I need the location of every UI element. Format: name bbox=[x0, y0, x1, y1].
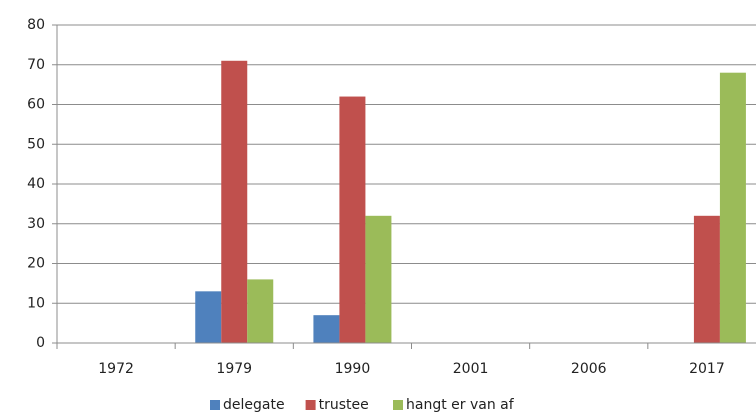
x-tick-label: 2001 bbox=[453, 361, 489, 377]
y-tick-label: 20 bbox=[27, 256, 45, 272]
y-tick-label: 10 bbox=[27, 295, 45, 311]
bar bbox=[719, 72, 746, 343]
y-tick-label: 70 bbox=[27, 57, 45, 73]
x-tick-label: 2017 bbox=[689, 361, 725, 377]
bar bbox=[313, 315, 340, 343]
y-tick-label: 0 bbox=[36, 335, 45, 351]
x-tick-label: 1990 bbox=[335, 361, 371, 377]
bar bbox=[339, 96, 366, 343]
legend-label: delegate bbox=[223, 397, 285, 413]
x-tick-label: 1979 bbox=[216, 361, 252, 377]
y-tick-label: 80 bbox=[27, 17, 45, 33]
y-tick-label: 50 bbox=[27, 136, 45, 152]
bar bbox=[693, 215, 720, 343]
legend-swatch bbox=[305, 400, 316, 410]
y-tick-label: 30 bbox=[27, 216, 45, 232]
legend-swatch bbox=[210, 400, 220, 410]
y-tick-label: 40 bbox=[27, 176, 45, 192]
legend-label: hangt er van af bbox=[406, 397, 515, 413]
bar bbox=[247, 279, 274, 343]
legend-label: trustee bbox=[319, 397, 369, 413]
x-tick-label: 1972 bbox=[98, 361, 134, 377]
bar bbox=[221, 60, 248, 344]
bar bbox=[365, 215, 392, 343]
x-tick-label: 2006 bbox=[571, 361, 607, 377]
legend-swatch bbox=[393, 400, 403, 410]
y-tick-label: 60 bbox=[27, 97, 45, 113]
bar bbox=[195, 291, 222, 343]
